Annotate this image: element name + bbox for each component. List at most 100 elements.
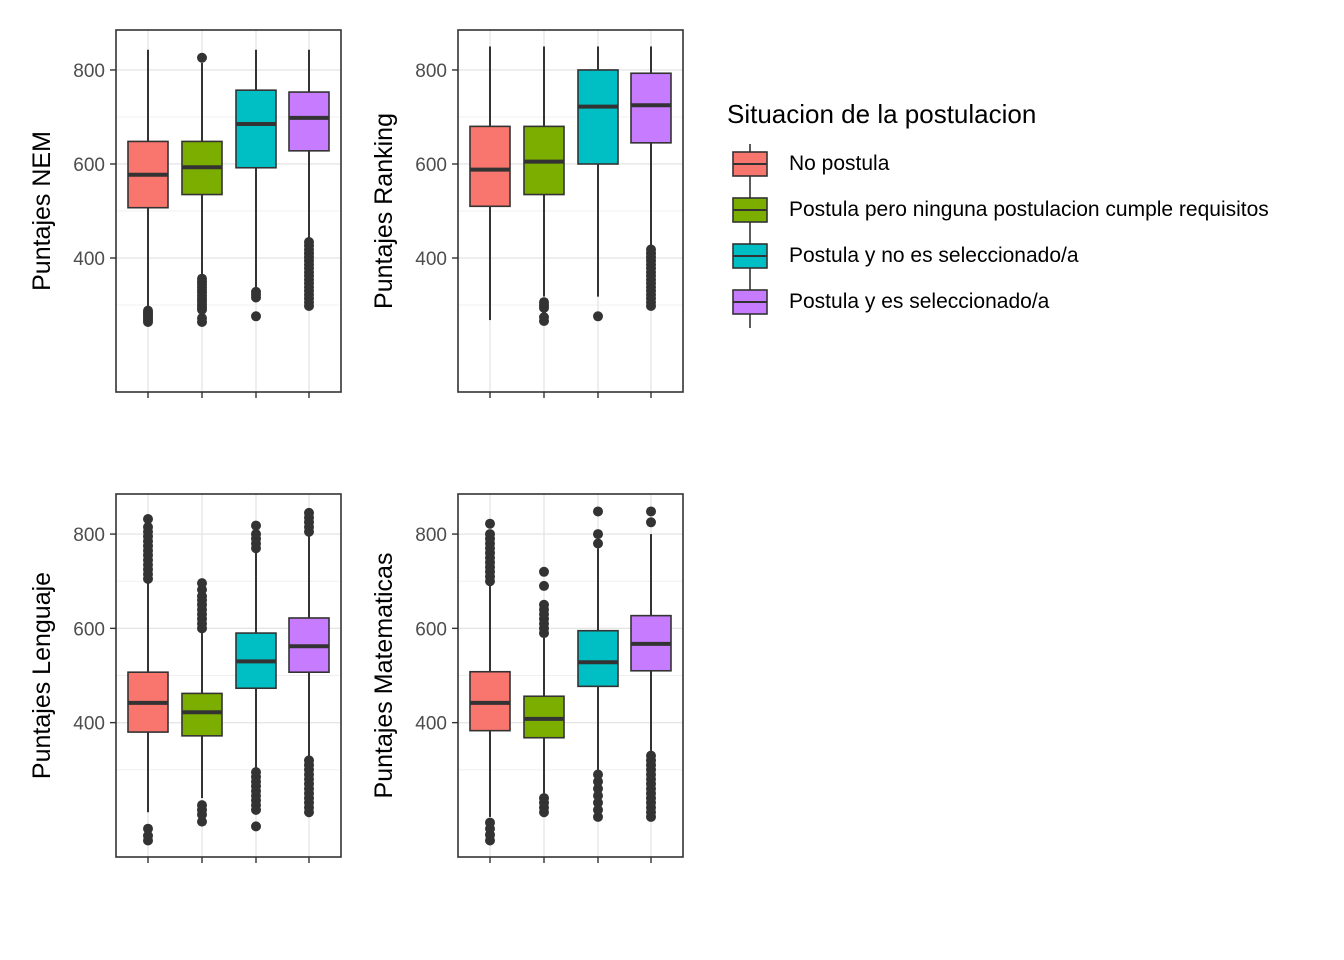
y-tick-label: 600 — [73, 155, 105, 176]
y-tick-label: 400 — [415, 714, 447, 735]
outlier-point — [143, 513, 153, 524]
outlier-point — [304, 755, 314, 766]
box-2 — [235, 49, 277, 322]
y-axis-label: Puntajes Ranking — [370, 113, 398, 309]
outlier-point — [143, 830, 153, 841]
outlier-point — [593, 538, 603, 549]
panel-1: 400 600 800 Puntajes Ranking — [370, 29, 684, 398]
outlier-point — [646, 244, 656, 255]
box-iqr — [235, 89, 277, 169]
outlier-point — [646, 517, 656, 528]
box-2 — [235, 520, 277, 832]
panel-border — [115, 29, 342, 393]
box-iqr — [469, 125, 511, 208]
outlier-point — [143, 522, 153, 532]
box-3 — [288, 49, 330, 311]
y-axis-label: Puntajes Matematicas — [370, 553, 398, 799]
panel-3: 400 600 800 Puntajes Matematicas — [370, 493, 684, 863]
y-tick-label: 600 — [415, 619, 447, 640]
box-iqr — [577, 629, 619, 688]
legend-label: Postula y es seleccionado/a — [789, 290, 1050, 313]
y-axis-label: Puntajes NEM — [28, 131, 56, 291]
box-0 — [469, 518, 511, 846]
outlier-point — [251, 286, 261, 297]
legend-key-no-postula — [727, 144, 773, 190]
outlier-point — [485, 529, 495, 540]
outlier-point — [539, 580, 549, 591]
y-axis-label: Puntajes Lenguaje — [28, 572, 56, 779]
box-0 — [127, 49, 169, 327]
box-iqr — [288, 91, 330, 152]
outlier-point — [593, 811, 603, 822]
box-iqr — [181, 692, 223, 737]
box-2 — [577, 506, 619, 822]
panel-2: 400 600 800 Puntajes Lenguaje — [28, 493, 342, 863]
box-1 — [523, 566, 565, 818]
outlier-point — [251, 520, 261, 531]
legend-item-postula-sin-requisitos: Postula pero ninguna postulacion cumple … — [727, 190, 1327, 236]
outlier-point — [197, 52, 207, 63]
outlier-point — [593, 783, 603, 794]
y-tick-label: 600 — [415, 155, 447, 176]
legend-label: Postula y no es seleccionado/a — [789, 244, 1079, 267]
outlier-point — [143, 305, 153, 316]
outlier-point — [143, 823, 153, 834]
outlier-point — [646, 750, 656, 761]
legend-item-seleccionado: Postula y es seleccionado/a — [727, 282, 1327, 328]
box-3 — [288, 507, 330, 818]
y-tick-label: 800 — [73, 525, 105, 546]
outlier-point — [197, 578, 207, 589]
outlier-point — [251, 311, 261, 322]
outlier-point — [593, 797, 603, 808]
outlier-point — [539, 599, 549, 610]
legend-item-no-seleccionado: Postula y no es seleccionado/a — [727, 236, 1327, 282]
box-3 — [630, 46, 672, 311]
legend-label: No postula — [789, 152, 890, 175]
outlier-point — [197, 273, 207, 284]
outlier-point — [646, 506, 656, 517]
legend-key-no-seleccionado — [727, 236, 773, 282]
outlier-point — [593, 529, 603, 540]
box-1 — [523, 46, 565, 327]
outlier-point — [251, 529, 261, 540]
outlier-point — [485, 817, 495, 828]
outlier-point — [593, 790, 603, 801]
outlier-point — [197, 816, 207, 827]
y-tick-label: 800 — [73, 61, 105, 82]
box-3 — [630, 506, 672, 822]
y-tick-label: 400 — [73, 714, 105, 735]
outlier-point — [485, 518, 495, 529]
y-tick-label: 600 — [73, 619, 105, 640]
legend-key-seleccionado — [727, 282, 773, 328]
outlier-point — [593, 506, 603, 517]
outlier-point — [539, 312, 549, 323]
outlier-point — [593, 776, 603, 787]
outlier-point — [304, 237, 314, 248]
y-tick-label: 800 — [415, 61, 447, 82]
legend-title: Situacion de la postulacion — [727, 99, 1037, 129]
outlier-point — [539, 297, 549, 308]
y-tick-label: 800 — [415, 525, 447, 546]
legend-label: Postula pero ninguna postulacion cumple … — [789, 198, 1269, 221]
panel-border — [457, 29, 684, 393]
box-1 — [181, 578, 223, 827]
legend-item-no-postula: No postula — [727, 144, 1327, 190]
box-0 — [469, 46, 511, 321]
box-0 — [127, 513, 169, 846]
box-1 — [181, 52, 223, 327]
outlier-point — [304, 507, 314, 518]
outlier-point — [197, 313, 207, 324]
panel-border — [115, 493, 342, 858]
outlier-point — [593, 804, 603, 815]
outlier-point — [197, 800, 207, 811]
box-2 — [577, 46, 619, 322]
outlier-point — [593, 311, 603, 322]
outlier-point — [539, 793, 549, 804]
outlier-point — [251, 821, 261, 832]
outlier-point — [539, 566, 549, 577]
panel-0: 400 600 800 Puntajes NEM — [28, 29, 342, 398]
outlier-point — [593, 769, 603, 780]
legend: Situacion de la postulacion No postula P… — [727, 96, 1327, 328]
y-tick-label: 400 — [415, 249, 447, 270]
